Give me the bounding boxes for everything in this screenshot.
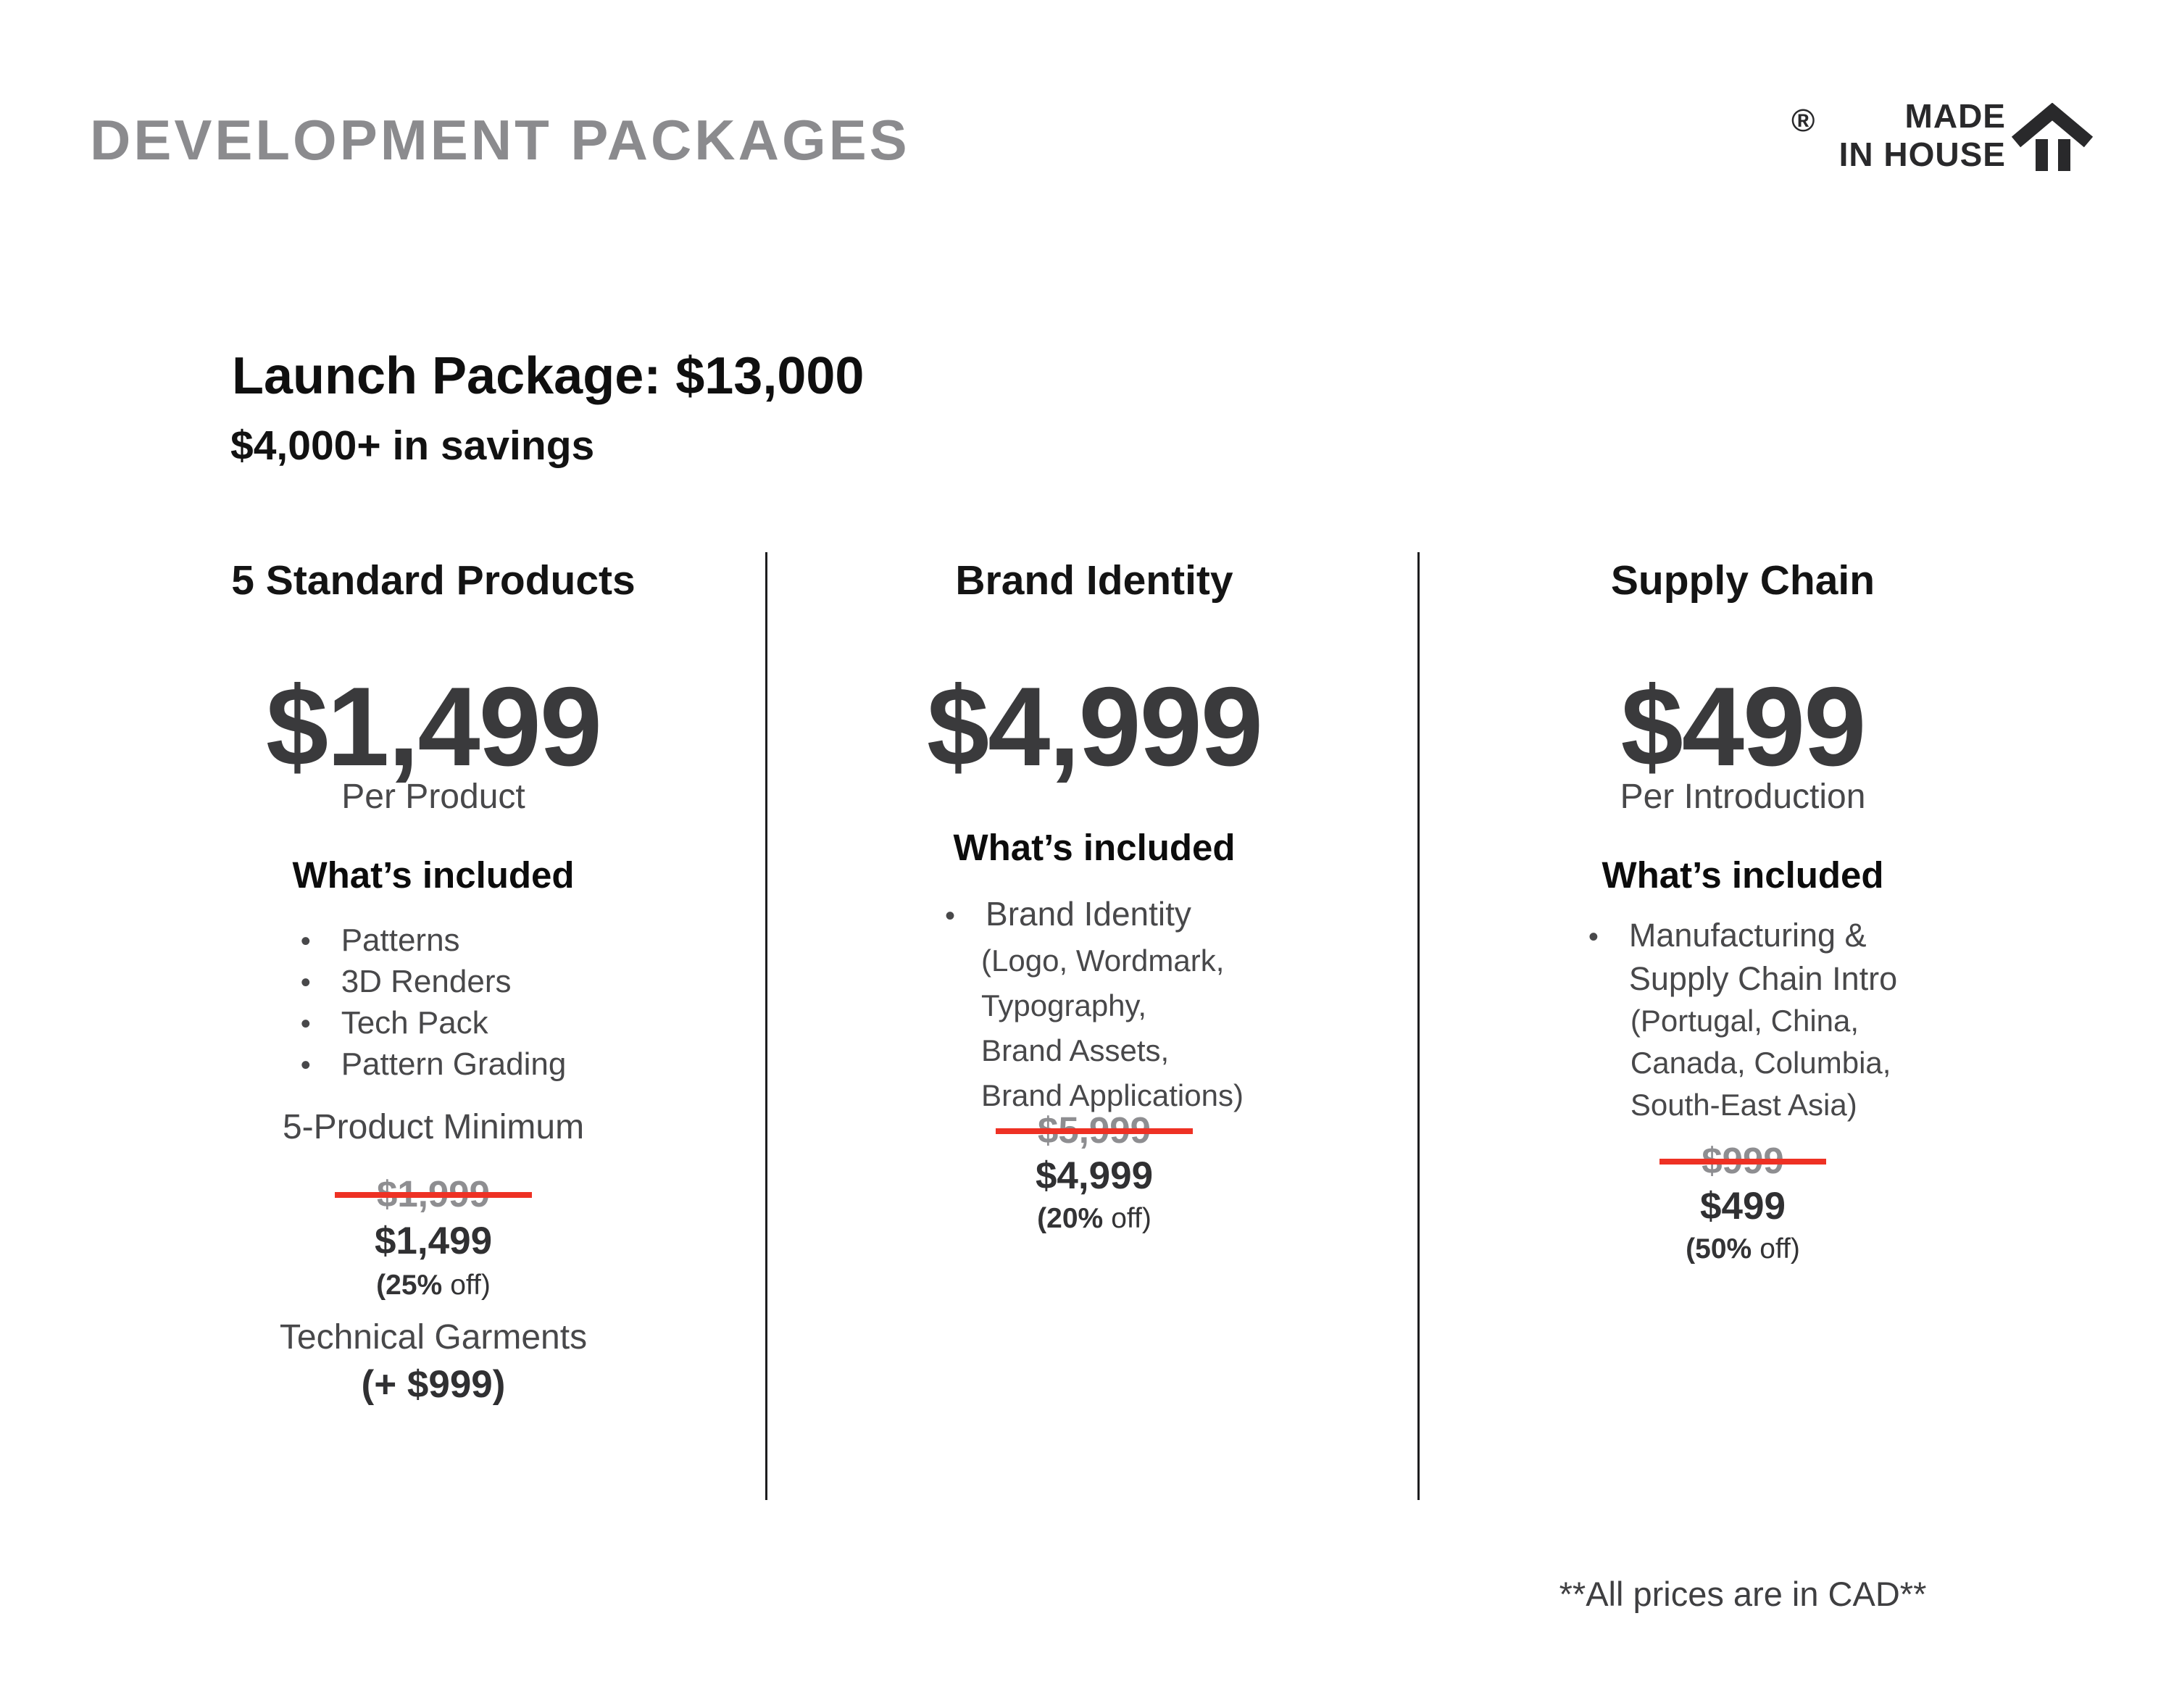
minimum-note: 5-Product Minimum <box>282 1108 585 1146</box>
bullet-icon <box>301 962 341 1003</box>
page-title: DEVELOPMENT PACKAGES <box>90 108 910 172</box>
currency-footnote: **All prices are in CAD** <box>1559 1575 1927 1613</box>
list-subitem: Typography, <box>981 988 1147 1022</box>
list-subitem: Brand Assets, <box>981 1033 1170 1067</box>
column-price: $1,499 <box>265 664 602 789</box>
column-price: $4,999 <box>926 664 1263 789</box>
list-subitem: South-East Asia) <box>1630 1088 1857 1122</box>
registered-trademark-icon: ® <box>1791 103 1815 138</box>
bullet-icon <box>301 920 341 962</box>
list-item-label: Manufacturing & <box>1628 917 1867 954</box>
logo-line-1: MADE <box>1904 97 2006 135</box>
list-subitem: Brand Applications) <box>981 1078 1244 1112</box>
list-item: 3D Renders <box>301 962 567 1003</box>
discount-off-text: off) <box>1759 1233 1800 1265</box>
brand-logo-wordmark: MADE IN HOUSE <box>1739 97 2006 175</box>
discount-percent: (25% <box>376 1270 443 1301</box>
technical-garments-surcharge: (+ $999) <box>361 1363 506 1406</box>
discount-label: (50% off) <box>1467 1233 2018 1265</box>
discounted-price: $4,999 <box>1035 1154 1154 1197</box>
discount-label: (20% off) <box>819 1203 1370 1235</box>
list-item: Brand Identity <box>945 891 1244 938</box>
price-unit: Per Product <box>341 778 525 816</box>
technical-garments-note: Technical Garments <box>279 1318 588 1357</box>
list-item-label: Brand Identity <box>986 895 1191 933</box>
included-list: Manufacturing & Supply Chain Intro (Port… <box>1588 915 1897 1126</box>
house-icon <box>2011 102 2094 179</box>
column-divider-left <box>765 552 767 1500</box>
included-list: Patterns 3D Renders Tech Pack Pattern Gr… <box>301 920 567 1086</box>
discount-off-text: off) <box>450 1270 491 1301</box>
discounted-price: $499 <box>1700 1185 1786 1228</box>
original-price-row: $1,999 <box>158 1172 709 1223</box>
list-item-label: Patterns <box>341 922 460 958</box>
list-subitem: (Logo, Wordmark, <box>981 943 1225 978</box>
list-item: Pattern Grading <box>301 1044 567 1086</box>
discount-off-text: off) <box>1111 1203 1151 1234</box>
list-item: Manufacturing & <box>1588 915 1897 958</box>
discount-label: (25% off) <box>158 1270 709 1301</box>
column-heading: Brand Identity <box>955 557 1233 604</box>
list-item-continuation: Supply Chain Intro <box>1588 958 1897 1000</box>
list-item-label: 3D Renders <box>341 964 512 999</box>
original-price-row: $5,999 <box>819 1109 1370 1159</box>
included-label: What’s included <box>292 854 575 896</box>
original-price-row: $999 <box>1467 1139 2018 1190</box>
launch-package-savings: $4,000+ in savings <box>230 422 595 469</box>
launch-package-title: Launch Package: $13,000 <box>232 347 865 405</box>
column-price: $499 <box>1620 664 1867 789</box>
bullet-icon <box>301 1044 341 1086</box>
column-heading: Supply Chain <box>1610 557 1875 604</box>
list-item-label: Supply Chain Intro <box>1628 960 1898 997</box>
original-price-strikethrough: $999 <box>1659 1140 1827 1181</box>
discounted-price: $1,499 <box>374 1220 493 1262</box>
bullet-icon <box>301 1003 341 1044</box>
list-item: Tech Pack <box>301 1003 567 1044</box>
included-list: Brand Identity (Logo, Wordmark, Typograp… <box>945 891 1244 1118</box>
list-item-label: Pattern Grading <box>341 1046 567 1082</box>
column-divider-right <box>1417 552 1420 1500</box>
original-price-strikethrough: $5,999 <box>996 1109 1193 1151</box>
discount-percent: (50% <box>1686 1233 1752 1265</box>
included-label: What’s included <box>1602 854 1884 896</box>
discount-percent: (20% <box>1037 1203 1104 1234</box>
price-unit: Per Introduction <box>1620 778 1866 816</box>
list-item: Patterns <box>301 920 567 962</box>
bullet-icon <box>945 891 986 938</box>
original-price-strikethrough: $1,999 <box>335 1173 532 1215</box>
bullet-icon <box>1588 915 1629 958</box>
list-subitem: (Portugal, China, <box>1630 1004 1859 1038</box>
included-label: What’s included <box>953 827 1236 868</box>
logo-line-2: IN HOUSE <box>1838 136 2006 174</box>
list-subitem: Canada, Columbia, <box>1630 1046 1891 1080</box>
list-item-label: Tech Pack <box>341 1005 488 1041</box>
column-heading: 5 Standard Products <box>231 557 636 604</box>
